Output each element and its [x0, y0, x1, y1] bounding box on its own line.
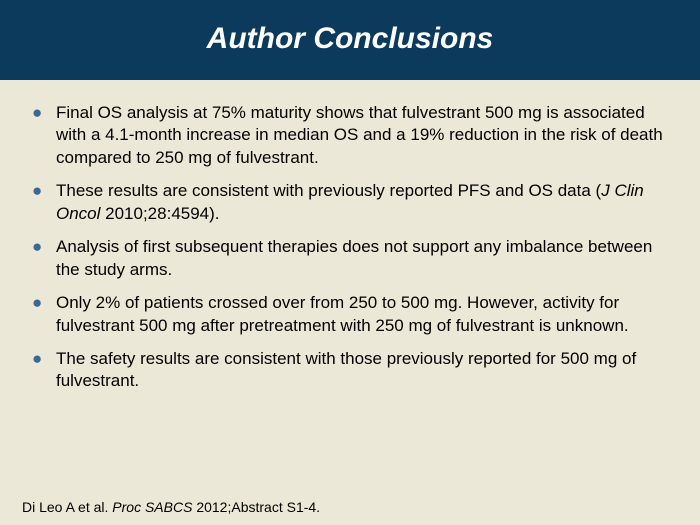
text-segment: These results are consistent with previo… [56, 181, 601, 200]
list-item: Only 2% of patients crossed over from 25… [30, 292, 670, 337]
bullet-list: Final OS analysis at 75% maturity shows … [30, 102, 670, 393]
text-segment: The safety results are consistent with t… [56, 349, 636, 390]
list-item: These results are consistent with previo… [30, 180, 670, 225]
text-segment: Analysis of first subsequent therapies d… [56, 237, 652, 278]
text-segment: Di Leo A et al. [22, 499, 112, 515]
text-segment: 2012;Abstract S1-4. [192, 499, 320, 515]
slide-header: Author Conclusions [0, 0, 700, 80]
text-segment: 2010;28:4594). [100, 204, 219, 223]
list-item: Analysis of first subsequent therapies d… [30, 236, 670, 281]
list-item: Final OS analysis at 75% maturity shows … [30, 102, 670, 169]
text-segment: Only 2% of patients crossed over from 25… [56, 293, 629, 334]
text-segment: Proc SABCS [112, 499, 192, 515]
slide: Author Conclusions Final OS analysis at … [0, 0, 700, 525]
citation: Di Leo A et al. Proc SABCS 2012;Abstract… [22, 499, 320, 515]
slide-body: Final OS analysis at 75% maturity shows … [0, 80, 700, 525]
slide-title: Author Conclusions [10, 22, 690, 56]
text-segment: Final OS analysis at 75% maturity shows … [56, 103, 663, 167]
list-item: The safety results are consistent with t… [30, 348, 670, 393]
